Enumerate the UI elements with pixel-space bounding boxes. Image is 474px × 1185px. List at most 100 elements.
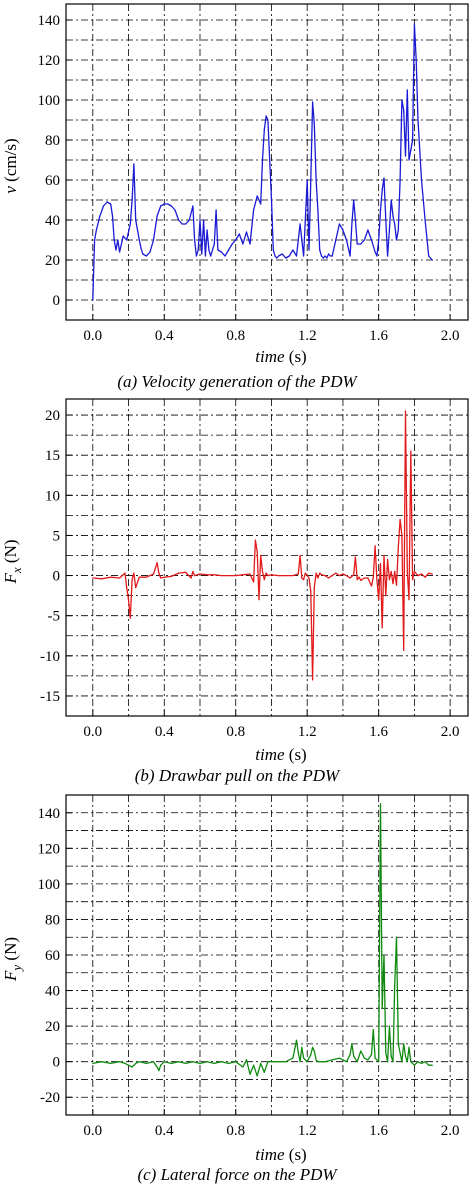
data-point <box>399 179 401 181</box>
data-point <box>152 1061 155 1063</box>
data-point <box>129 223 131 225</box>
data-point <box>390 570 392 573</box>
data-point <box>356 243 358 245</box>
data-point <box>338 1057 340 1059</box>
data-point <box>367 1059 369 1061</box>
data-point <box>101 1061 103 1063</box>
data-point <box>269 159 271 161</box>
x-tick-label: 0.4 <box>155 724 174 740</box>
y-axis-label-unit: (N) <box>1 539 20 567</box>
data-point <box>295 1039 298 1041</box>
data-point <box>331 575 333 577</box>
data-point <box>363 577 365 579</box>
data-point <box>354 556 356 558</box>
data-point <box>245 1059 248 1061</box>
y-tick-label: 100 <box>38 877 61 893</box>
data-point <box>351 1043 353 1045</box>
data-point <box>428 572 430 574</box>
data-point <box>263 1071 265 1073</box>
data-point <box>412 139 414 141</box>
data-point <box>152 573 155 575</box>
data-point <box>299 1061 301 1063</box>
data-point <box>126 587 128 589</box>
data-point <box>265 115 267 117</box>
data-point <box>156 562 158 564</box>
data-point <box>317 577 319 579</box>
data-point <box>297 1052 299 1054</box>
x-tick-label: 0.4 <box>155 328 174 344</box>
data-point <box>301 1046 303 1048</box>
data-point <box>353 199 355 201</box>
data-point <box>245 231 248 233</box>
data-point <box>278 1061 280 1063</box>
data-point <box>267 1061 269 1063</box>
data-point <box>313 587 315 589</box>
y-tick-label: 100 <box>38 93 61 109</box>
data-point <box>401 534 403 537</box>
data-point <box>403 649 405 651</box>
data-point <box>345 1061 348 1063</box>
data-point <box>215 209 217 211</box>
data-point <box>395 584 398 586</box>
data-point <box>288 255 290 257</box>
data-point <box>410 450 412 452</box>
data-point <box>404 155 407 157</box>
data-point <box>372 576 374 578</box>
data-point <box>363 239 365 241</box>
data-point <box>320 255 323 257</box>
data-point <box>278 575 280 577</box>
x-tick-label: 0.8 <box>226 724 245 740</box>
data-point <box>358 576 360 578</box>
drawbar-pull-caption: (b) Drawbar pull on the PDW <box>135 766 341 785</box>
data-point <box>308 249 310 251</box>
data-point <box>351 223 353 225</box>
data-point <box>242 243 244 245</box>
data-point <box>92 299 94 301</box>
data-point <box>260 203 262 205</box>
data-point <box>135 1062 137 1064</box>
data-point <box>415 59 417 61</box>
y-axis-label-variable: v <box>1 186 20 194</box>
y-tick-label: 0 <box>53 293 61 309</box>
data-point <box>188 219 190 221</box>
data-point <box>408 599 410 601</box>
data-point <box>122 235 124 237</box>
x-tick-label: 2.0 <box>441 1123 460 1139</box>
data-point <box>413 570 415 573</box>
data-point <box>385 219 387 221</box>
data-point <box>217 249 219 251</box>
data-point <box>238 233 240 235</box>
velocity-caption: (a) Velocity generation of the PDW <box>117 372 358 391</box>
y-tick-label: 120 <box>38 53 61 69</box>
data-point <box>338 223 340 225</box>
data-point <box>424 576 426 578</box>
y-tick-label: -15 <box>40 689 60 705</box>
data-point <box>303 255 305 257</box>
data-point <box>331 1059 333 1061</box>
data-point <box>119 1061 121 1063</box>
data-point <box>102 205 105 207</box>
data-point <box>385 595 387 597</box>
data-point <box>310 1054 312 1056</box>
drawbar-pull-plot-frame <box>65 398 469 717</box>
data-point <box>428 255 430 257</box>
data-point <box>379 803 382 805</box>
data-point <box>292 249 294 251</box>
data-point <box>360 579 362 582</box>
x-tick-label: 0.0 <box>83 724 102 740</box>
data-point <box>270 574 273 576</box>
data-point <box>260 554 262 557</box>
x-tick-label: 0.0 <box>83 1123 102 1139</box>
data-point <box>213 574 215 576</box>
x-tick-label: 0.8 <box>226 1123 245 1139</box>
data-point <box>256 195 258 197</box>
y-tick-label: 120 <box>38 841 61 857</box>
y-tick-label: -20 <box>40 1090 60 1106</box>
y-tick-label: 140 <box>38 13 61 29</box>
data-point <box>406 1061 408 1063</box>
data-point <box>140 247 142 249</box>
data-point <box>353 1055 355 1057</box>
data-point <box>399 518 401 521</box>
data-point <box>253 1064 255 1066</box>
